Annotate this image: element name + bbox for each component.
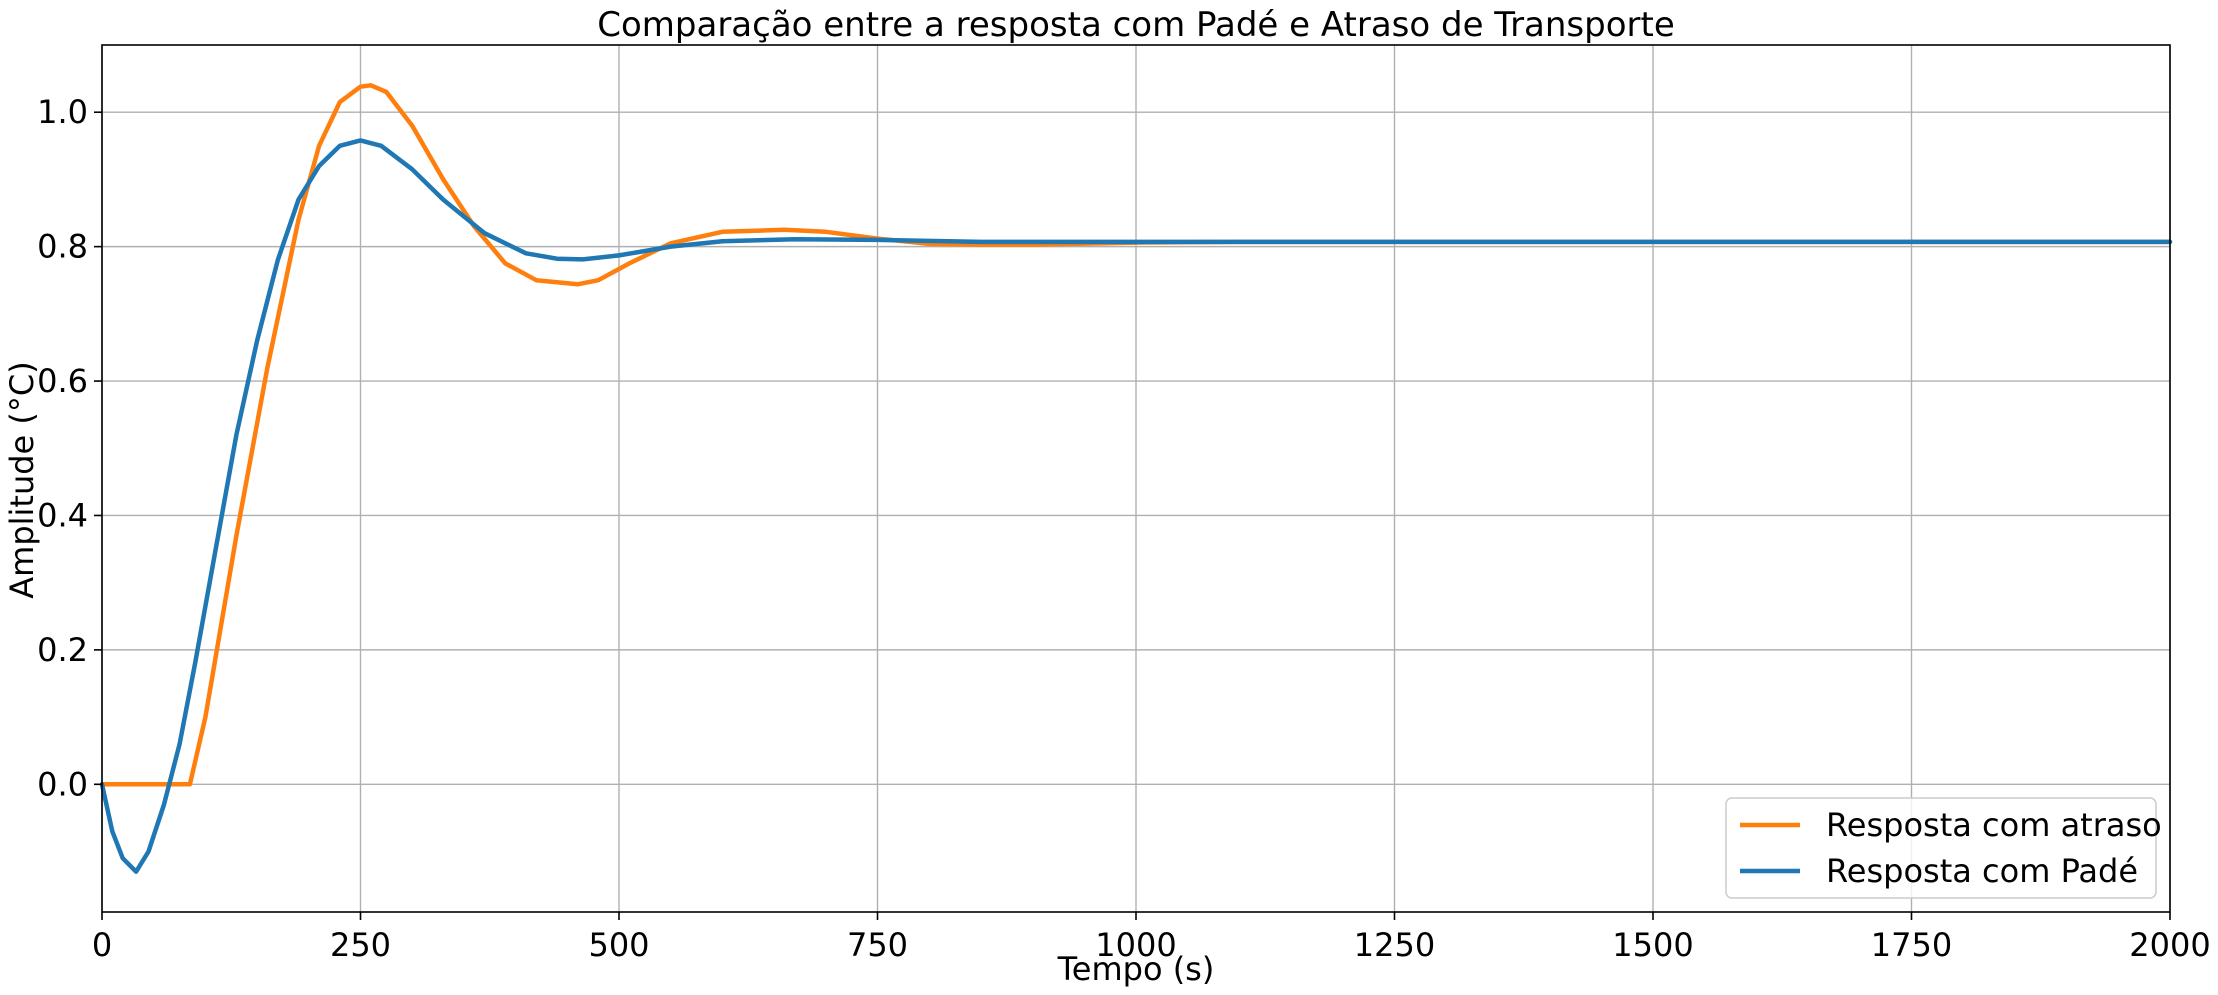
y-tick-label: 0.6 <box>37 362 88 400</box>
x-tick-label: 250 <box>330 926 391 964</box>
grid-layer <box>101 45 2171 912</box>
axes-layer: 0 250 500 750 1000 1250 1500 1750 2000 0.0 0.2 0.4 0… <box>37 44 2211 964</box>
x-tick-label: 1750 <box>1871 926 1952 964</box>
y-axis-title: Amplitude (°C) <box>3 361 41 598</box>
y-tick-label: 0.4 <box>37 496 88 534</box>
x-tick-label: 1250 <box>1354 926 1435 964</box>
y-tick-label: 1.0 <box>37 93 88 131</box>
x-tick-label: 500 <box>588 926 649 964</box>
legend-label-atraso: Resposta com atraso <box>1826 806 2162 844</box>
series-line-atraso <box>99 83 2173 787</box>
x-tick-label: 750 <box>847 926 908 964</box>
x-tick-label: 0 <box>92 926 112 964</box>
y-tick-label: 0.2 <box>37 631 88 669</box>
legend: Resposta com atraso Resposta com Padé <box>1725 797 2162 899</box>
y-tick-label: 0.0 <box>37 765 88 803</box>
x-tick-label: 1500 <box>1612 926 1693 964</box>
legend-label-pade: Resposta com Padé <box>1826 852 2138 890</box>
series-layer <box>99 83 2173 874</box>
legend-box <box>1725 797 2157 899</box>
chart-title: Comparação entre a resposta com Padé e A… <box>597 5 1675 45</box>
series-line-pade <box>99 138 2173 874</box>
y-tick-label: 0.8 <box>37 228 88 266</box>
x-tick-label: 1000 <box>1095 926 1176 964</box>
x-axis-title: Tempo (s) <box>1057 950 1215 988</box>
x-tick-label: 2000 <box>2129 926 2210 964</box>
